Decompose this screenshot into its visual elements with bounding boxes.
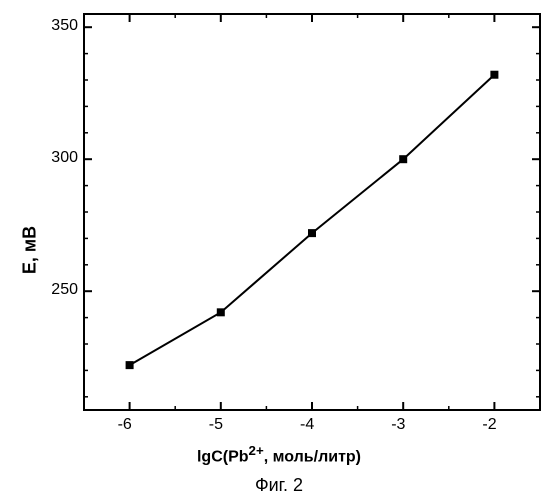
chart-svg bbox=[0, 0, 558, 500]
x-axis-label-prefix: lgC(Pb bbox=[197, 448, 249, 465]
x-tick-label: -5 bbox=[209, 416, 223, 434]
y-tick-label: 350 bbox=[51, 17, 78, 35]
x-tick-label: -6 bbox=[118, 416, 132, 434]
y-tick-label: 300 bbox=[51, 149, 78, 167]
x-tick-label: -4 bbox=[300, 416, 314, 434]
y-tick-label: 250 bbox=[51, 281, 78, 299]
x-axis-label-suffix: , моль/литр) bbox=[264, 448, 361, 465]
x-axis-label: lgC(Pb2+, моль/литр) bbox=[0, 443, 558, 466]
figure-container: E, мВ lgC(Pb2+, моль/литр) Фиг. 2 -6 -5 -4… bbox=[0, 0, 558, 500]
x-tick-label: -3 bbox=[391, 416, 405, 434]
figure-caption: Фиг. 2 bbox=[0, 475, 558, 496]
y-axis-label: E, мВ bbox=[20, 226, 41, 274]
x-axis-label-sup: 2+ bbox=[249, 443, 264, 458]
x-tick-label: -2 bbox=[482, 416, 496, 434]
